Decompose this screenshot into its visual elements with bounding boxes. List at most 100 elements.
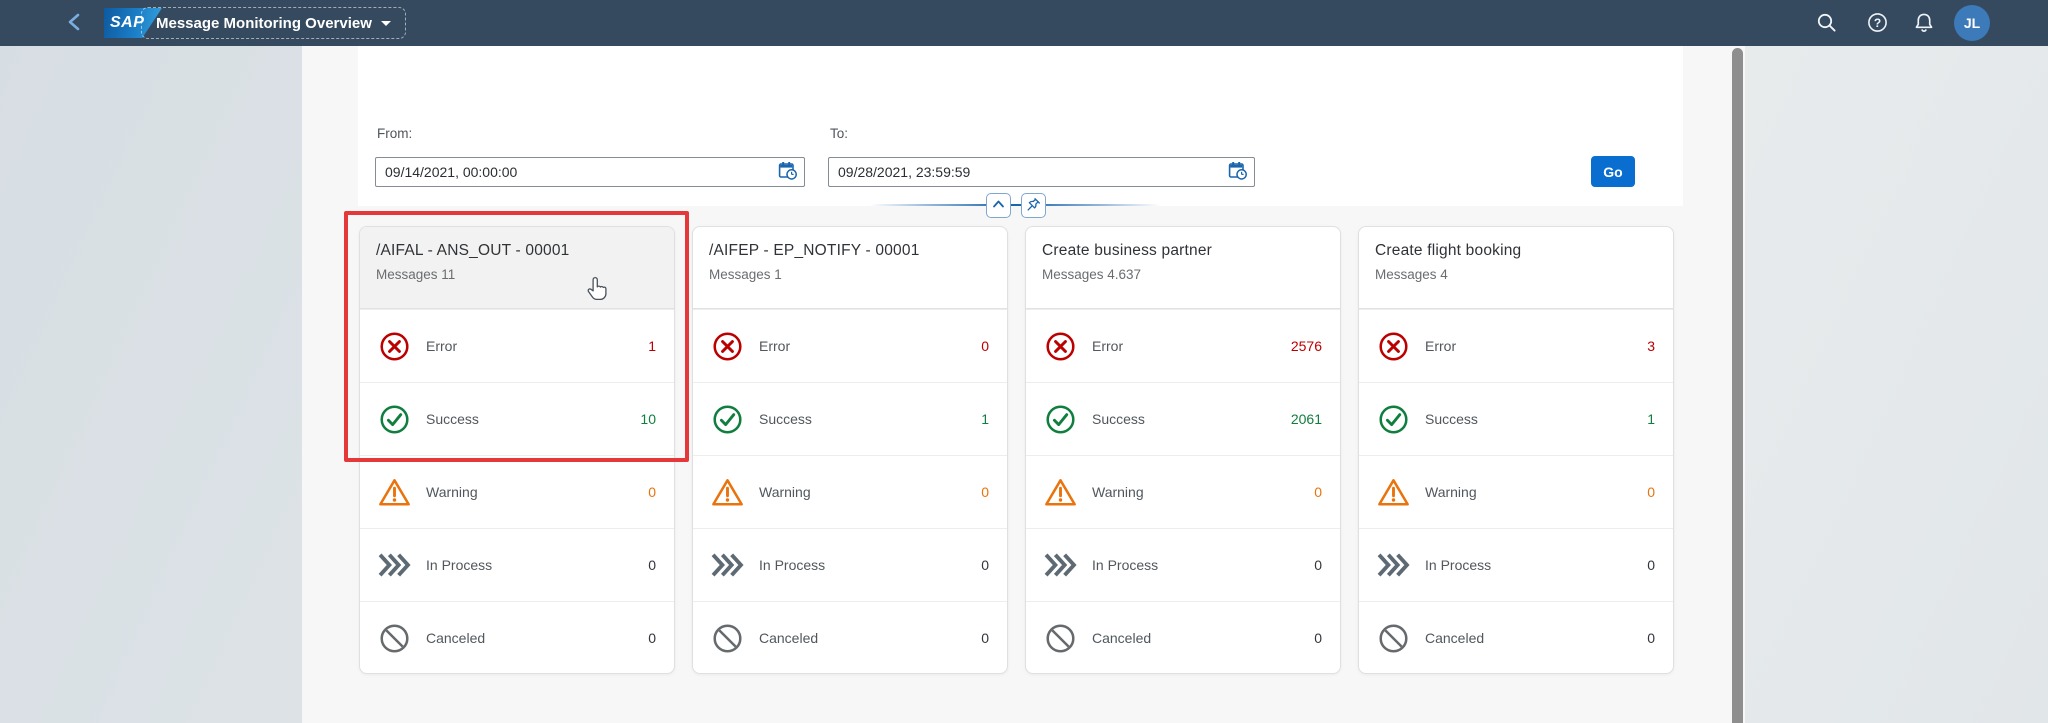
- warning-icon: [1375, 478, 1411, 507]
- status-label: In Process: [1092, 557, 1159, 573]
- status-row-error[interactable]: Error 1: [360, 309, 674, 382]
- to-date-picker-button[interactable]: [1226, 161, 1250, 183]
- card-subtitle: Messages 11: [376, 267, 456, 282]
- message-card[interactable]: /AIFAL - ANS_OUT - 00001 Messages 11 Error…: [359, 226, 675, 674]
- app-title-menu-button[interactable]: Message Monitoring Overview: [141, 7, 406, 39]
- inprocess-icon: [1042, 552, 1078, 578]
- status-value: 1: [1647, 411, 1655, 427]
- canceled-icon: [376, 623, 412, 654]
- status-value: 0: [981, 557, 989, 573]
- status-row-inprocess[interactable]: In Process 0: [360, 528, 674, 601]
- help-button[interactable]: ?: [1865, 12, 1889, 36]
- status-row-error[interactable]: Error 2576: [1026, 309, 1340, 382]
- status-label: Error: [1425, 338, 1457, 354]
- status-row-error[interactable]: Error 3: [1359, 309, 1673, 382]
- status-row-canceled[interactable]: Canceled 0: [1359, 601, 1673, 674]
- status-row-canceled[interactable]: Canceled 0: [1026, 601, 1340, 674]
- status-row-warning[interactable]: Warning 0: [1026, 455, 1340, 528]
- collapse-header-button[interactable]: [986, 193, 1011, 218]
- status-value: 0: [1647, 484, 1655, 500]
- status-value: 2576: [1290, 338, 1322, 354]
- card-header[interactable]: Create flight booking Messages 4: [1359, 227, 1673, 309]
- card-header[interactable]: Create business partner Messages 4.637: [1026, 227, 1340, 309]
- to-date-field: [828, 157, 1255, 187]
- error-icon: [1375, 331, 1411, 362]
- pin-header-button[interactable]: [1021, 193, 1046, 218]
- help-icon: ?: [1867, 13, 1888, 36]
- error-icon: [376, 331, 412, 362]
- to-date-input[interactable]: [828, 157, 1255, 187]
- status-label: Error: [1092, 338, 1124, 354]
- status-value: 0: [1314, 630, 1322, 646]
- card-title: /AIFEP - EP_NOTIFY - 00001: [709, 242, 920, 259]
- status-row-success[interactable]: Success 2061: [1026, 382, 1340, 455]
- success-icon: [1042, 404, 1078, 435]
- vertical-scrollbar-thumb[interactable]: [1732, 48, 1743, 723]
- status-value: 0: [648, 630, 656, 646]
- page-title: Message Monitoring Overview: [156, 14, 372, 32]
- status-label: Canceled: [759, 630, 819, 646]
- chevron-left-icon: [67, 13, 81, 34]
- status-value: 0: [981, 338, 989, 354]
- to-label: To:: [830, 126, 849, 141]
- status-row-warning[interactable]: Warning 0: [360, 455, 674, 528]
- status-label: Error: [759, 338, 791, 354]
- status-row-error[interactable]: Error 0: [693, 309, 1007, 382]
- status-label: Canceled: [1092, 630, 1152, 646]
- bell-icon: [1913, 13, 1935, 37]
- search-button[interactable]: [1814, 12, 1838, 36]
- status-value: 0: [1314, 557, 1322, 573]
- message-card[interactable]: Create flight booking Messages 4 Error 3 Suc…: [1358, 226, 1674, 674]
- avatar-initials: JL: [1963, 15, 1981, 31]
- notifications-button[interactable]: [1912, 12, 1936, 36]
- status-label: Success: [1092, 411, 1145, 427]
- status-row-warning[interactable]: Warning 0: [693, 455, 1007, 528]
- status-row-success[interactable]: Success 1: [693, 382, 1007, 455]
- success-icon: [709, 404, 745, 435]
- message-card[interactable]: /AIFEP - EP_NOTIFY - 00001 Messages 1 Erro…: [692, 226, 1008, 674]
- status-value: 0: [981, 484, 989, 500]
- status-row-success[interactable]: Success 10: [360, 382, 674, 455]
- shell-header: SAP Message Monitoring Overview ? JL: [0, 0, 2048, 46]
- status-label: Success: [426, 411, 479, 427]
- pin-icon: [1026, 197, 1041, 215]
- from-label: From:: [377, 126, 413, 141]
- status-label: In Process: [759, 557, 826, 573]
- status-row-warning[interactable]: Warning 0: [1359, 455, 1673, 528]
- success-icon: [1375, 404, 1411, 435]
- chevron-up-icon: [991, 198, 1006, 213]
- status-value: 3: [1647, 338, 1655, 354]
- chevron-down-icon: [380, 20, 391, 26]
- card-title: Create flight booking: [1375, 242, 1522, 259]
- status-row-canceled[interactable]: Canceled 0: [360, 601, 674, 674]
- message-card[interactable]: Create business partner Messages 4.637 Err…: [1025, 226, 1341, 674]
- status-row-inprocess[interactable]: In Process 0: [1359, 528, 1673, 601]
- status-row-success[interactable]: Success 1: [1359, 382, 1673, 455]
- user-avatar[interactable]: JL: [1954, 5, 1990, 41]
- status-label: In Process: [1425, 557, 1492, 573]
- from-date-picker-button[interactable]: [776, 161, 800, 183]
- status-label: In Process: [426, 557, 493, 573]
- inprocess-icon: [709, 552, 745, 578]
- status-value: 0: [981, 630, 989, 646]
- status-label: Warning: [426, 484, 478, 500]
- card-header[interactable]: /AIFAL - ANS_OUT - 00001 Messages 11: [360, 227, 674, 309]
- status-row-inprocess[interactable]: In Process 0: [693, 528, 1007, 601]
- canceled-icon: [709, 623, 745, 654]
- status-row-inprocess[interactable]: In Process 0: [1026, 528, 1340, 601]
- status-value: 0: [648, 557, 656, 573]
- inprocess-icon: [376, 552, 412, 578]
- status-label: Warning: [759, 484, 811, 500]
- card-header[interactable]: /AIFEP - EP_NOTIFY - 00001 Messages 1: [693, 227, 1007, 309]
- card-subtitle: Messages 1: [709, 267, 782, 282]
- card-title: /AIFAL - ANS_OUT - 00001: [376, 242, 570, 259]
- status-value: 0: [648, 484, 656, 500]
- status-label: Canceled: [1425, 630, 1485, 646]
- status-row-canceled[interactable]: Canceled 0: [693, 601, 1007, 674]
- status-label: Success: [759, 411, 812, 427]
- go-button[interactable]: Go: [1591, 156, 1635, 187]
- from-date-input[interactable]: [375, 157, 805, 187]
- status-label: Error: [426, 338, 458, 354]
- back-button[interactable]: [62, 12, 86, 34]
